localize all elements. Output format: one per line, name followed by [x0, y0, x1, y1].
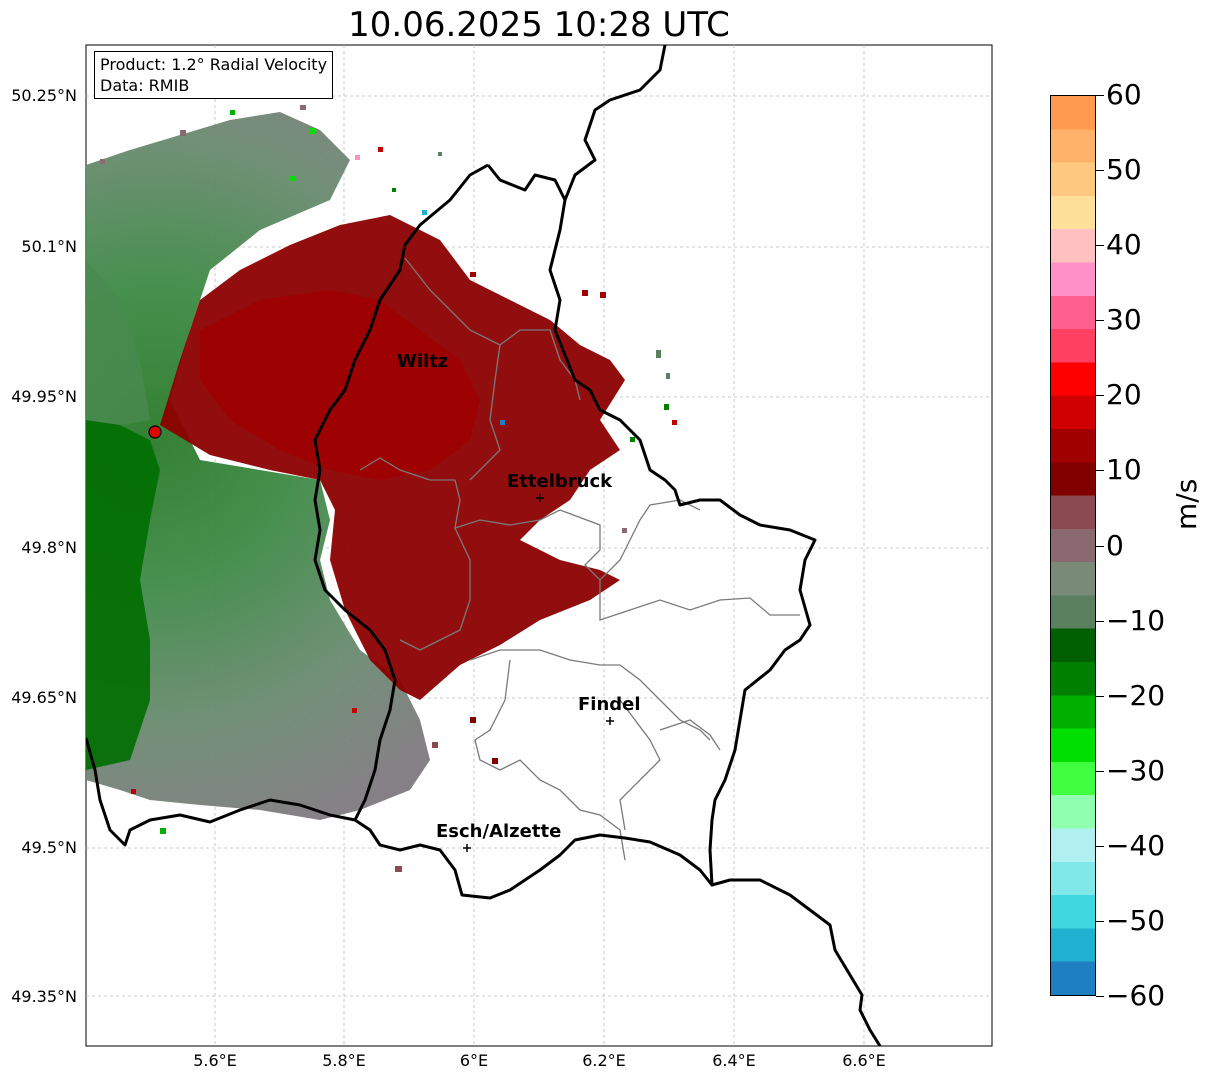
lat-tick-label: 49.8°N: [21, 538, 77, 557]
colorbar-tick-label: 60: [1106, 78, 1142, 111]
radar-echo-inbound: [86, 420, 160, 770]
colorbar-tick: [1096, 545, 1104, 547]
colorbar-tick-label: 20: [1106, 378, 1142, 412]
data-source-label: Data: RMIB: [100, 76, 190, 95]
place-label-esch-alzette: Esch/Alzette: [436, 821, 562, 842]
colorbar-tick: [1096, 695, 1104, 697]
colorbar-tick-label: 10: [1106, 453, 1142, 487]
colorbar-tick-label: 40: [1106, 228, 1142, 262]
canton-borders: [359, 257, 800, 861]
lon-tick-label: 6.4°E: [712, 1051, 756, 1070]
product-info-box: Product: 1.2° Radial Velocity Data: RMIB: [94, 51, 334, 99]
colorbar-tick-label: −40: [1106, 828, 1166, 862]
radar-echo-neutral: [86, 112, 430, 820]
lat-tick-label: 50.25°N: [11, 86, 77, 105]
colorbar-tick: [1096, 245, 1104, 247]
colorbar-tick-label: 30: [1106, 303, 1142, 337]
colorbar-tick-label: 50: [1106, 153, 1142, 187]
colorbar-tick: [1096, 770, 1104, 772]
colorbar-tick-label: −60: [1106, 979, 1166, 1012]
colorbar-tick-label: −30: [1106, 753, 1166, 787]
colorbar-tick-label: 0: [1106, 528, 1124, 562]
colorbar-tick: [1096, 620, 1104, 622]
place-label-findel: Findel: [578, 694, 641, 715]
lat-tick-label: 49.65°N: [11, 688, 77, 707]
lat-tick-label: 49.95°N: [11, 387, 77, 406]
lon-tick-label: 6°E: [459, 1051, 489, 1070]
lat-tick-label: 49.35°N: [11, 987, 77, 1006]
map-title: 10.06.2025 10:28 UTC: [348, 5, 730, 45]
lat-tick-label: 49.5°N: [21, 838, 77, 857]
place-markers: [463, 494, 614, 852]
radar-echo-outbound-strong: [200, 290, 480, 480]
colorbar-tick: [1096, 920, 1104, 922]
colorbar-tick: [1096, 470, 1104, 472]
lon-tick-label: 5.6°E: [193, 1051, 237, 1070]
lon-tick-label: 6.6°E: [842, 1051, 886, 1070]
colorbar-tick: [1096, 845, 1104, 847]
radar-speckle: [100, 105, 677, 872]
colorbar-tick: [1096, 996, 1104, 997]
radar-echo-inbound-light: [86, 260, 150, 425]
colorbar-unit-label: m/s: [1170, 478, 1203, 530]
national-borders: [86, 45, 882, 1046]
colorbar-tick-label: −50: [1106, 903, 1166, 937]
radar-site-marker[interactable]: [148, 425, 162, 439]
colorbar-tick-label: −20: [1106, 678, 1166, 712]
lat-tick-label: 50.1°N: [21, 237, 77, 256]
colorbar-tick: [1096, 170, 1104, 172]
lon-tick-label: 6.2°E: [582, 1051, 626, 1070]
place-label-wiltz: Wiltz: [397, 351, 449, 372]
colorbar-tick: [1096, 95, 1104, 96]
lon-tick-label: 5.8°E: [322, 1051, 366, 1070]
product-label: Product: 1.2° Radial Velocity: [100, 55, 328, 74]
velocity-colorbar: [1050, 95, 1096, 996]
colorbar-tick-label: −10: [1106, 603, 1166, 637]
colorbar-tick: [1096, 320, 1104, 322]
colorbar-tick: [1096, 395, 1104, 397]
place-label-ettelbruck: Ettelbruck: [507, 471, 613, 492]
